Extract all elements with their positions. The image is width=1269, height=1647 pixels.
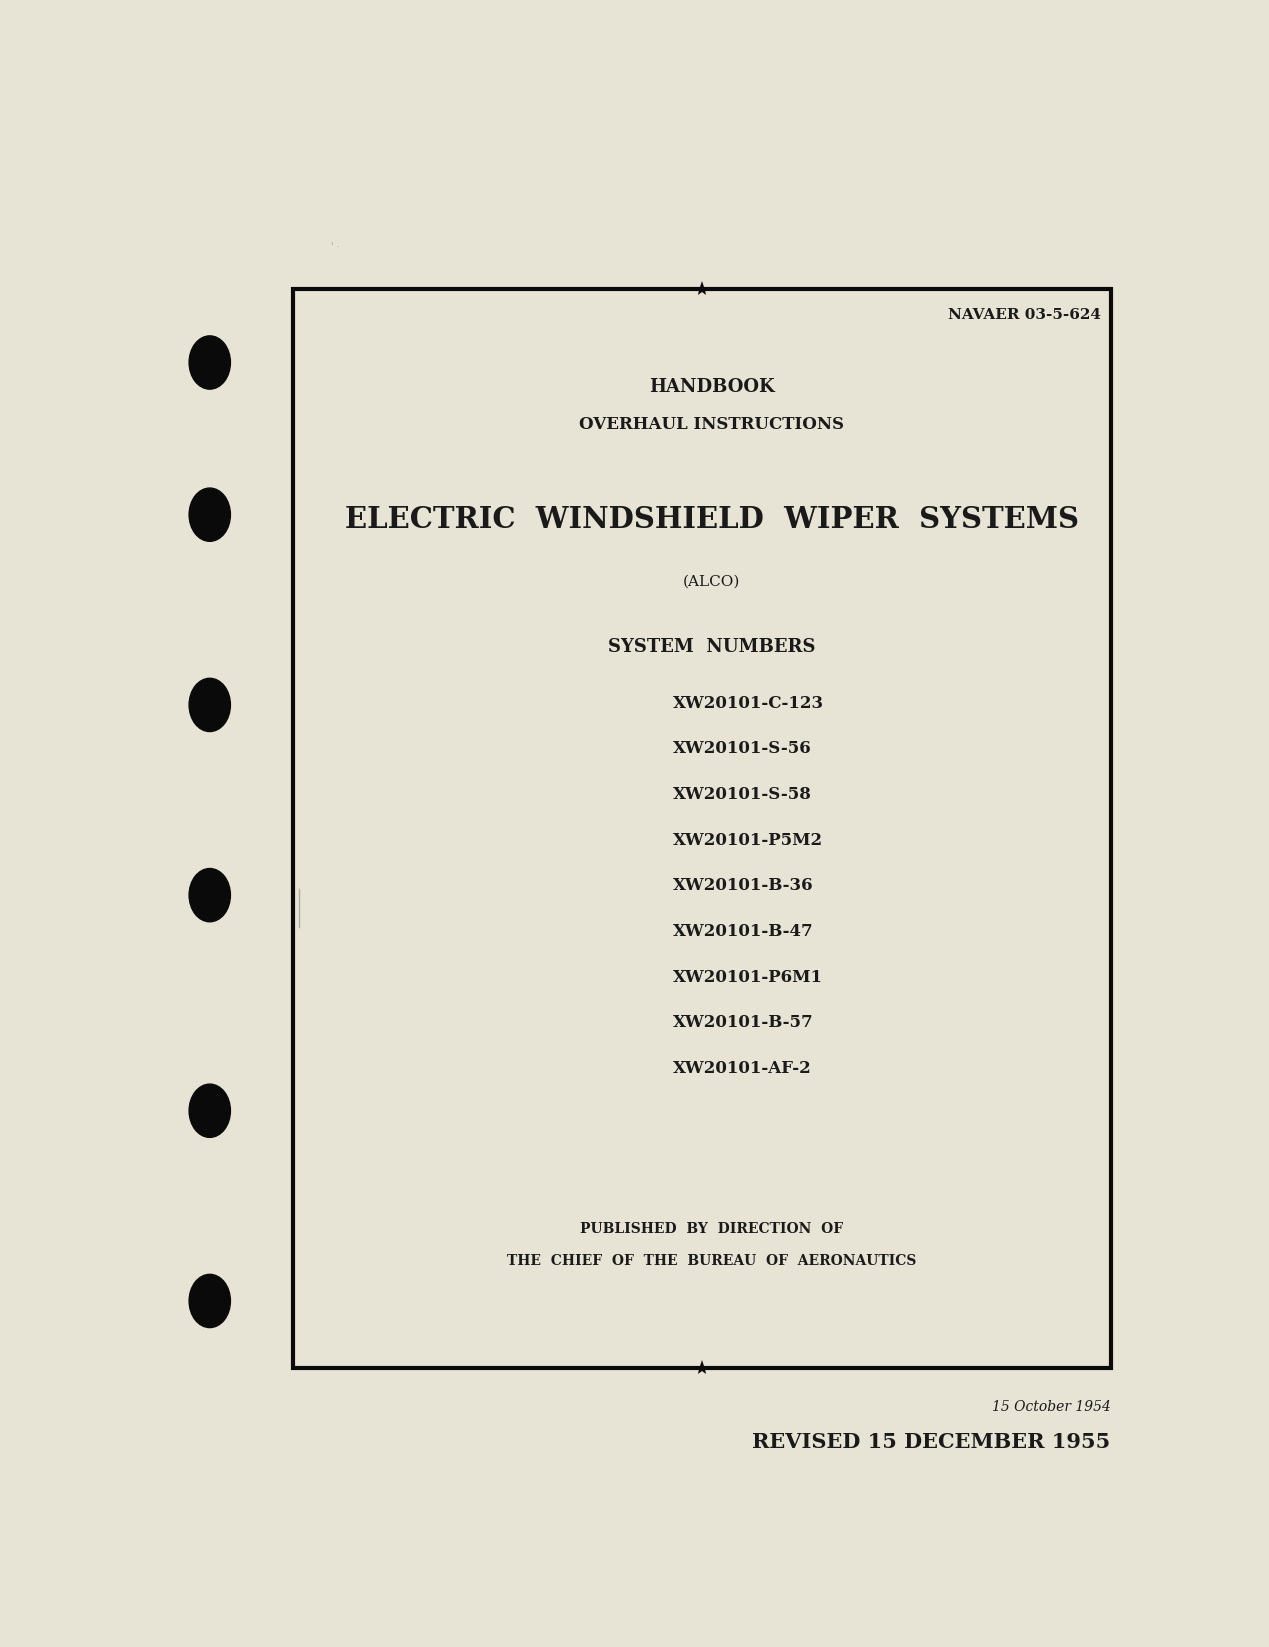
Text: HANDBOOK: HANDBOOK	[648, 377, 774, 395]
Text: THE  CHIEF  OF  THE  BUREAU  OF  AERONAUTICS: THE CHIEF OF THE BUREAU OF AERONAUTICS	[508, 1253, 916, 1268]
Circle shape	[189, 488, 231, 542]
Text: XW20101-AF-2: XW20101-AF-2	[673, 1061, 811, 1077]
Circle shape	[189, 1275, 231, 1327]
Text: XW20101-P6M1: XW20101-P6M1	[673, 968, 822, 985]
Text: 15 October 1954: 15 October 1954	[992, 1400, 1110, 1413]
Text: XW20101-B-36: XW20101-B-36	[673, 878, 813, 894]
Circle shape	[189, 679, 231, 731]
Circle shape	[189, 868, 231, 922]
Text: XW20101-S-58: XW20101-S-58	[673, 786, 811, 804]
Text: XW20101-B-47: XW20101-B-47	[673, 922, 813, 940]
Circle shape	[189, 1084, 231, 1138]
Text: PUBLISHED  BY  DIRECTION  OF: PUBLISHED BY DIRECTION OF	[580, 1222, 844, 1237]
Text: OVERHAUL INSTRUCTIONS: OVERHAUL INSTRUCTIONS	[580, 415, 844, 433]
Circle shape	[189, 336, 231, 389]
Text: XW20101-P5M2: XW20101-P5M2	[673, 832, 822, 848]
Text: XW20101-C-123: XW20101-C-123	[673, 695, 824, 712]
Text: ' ·: ' ·	[331, 242, 339, 252]
Text: NAVAER 03-5-624: NAVAER 03-5-624	[948, 308, 1100, 321]
Text: (ALCO): (ALCO)	[683, 575, 741, 588]
Text: XW20101-B-57: XW20101-B-57	[673, 1015, 813, 1031]
Text: SYSTEM  NUMBERS: SYSTEM NUMBERS	[608, 637, 816, 656]
Text: ELECTRIC  WINDSHIELD  WIPER  SYSTEMS: ELECTRIC WINDSHIELD WIPER SYSTEMS	[345, 504, 1079, 534]
Text: REVISED 15 DECEMBER 1955: REVISED 15 DECEMBER 1955	[753, 1431, 1110, 1451]
Text: XW20101-S-56: XW20101-S-56	[673, 741, 811, 758]
Bar	[293, 288, 1110, 1369]
